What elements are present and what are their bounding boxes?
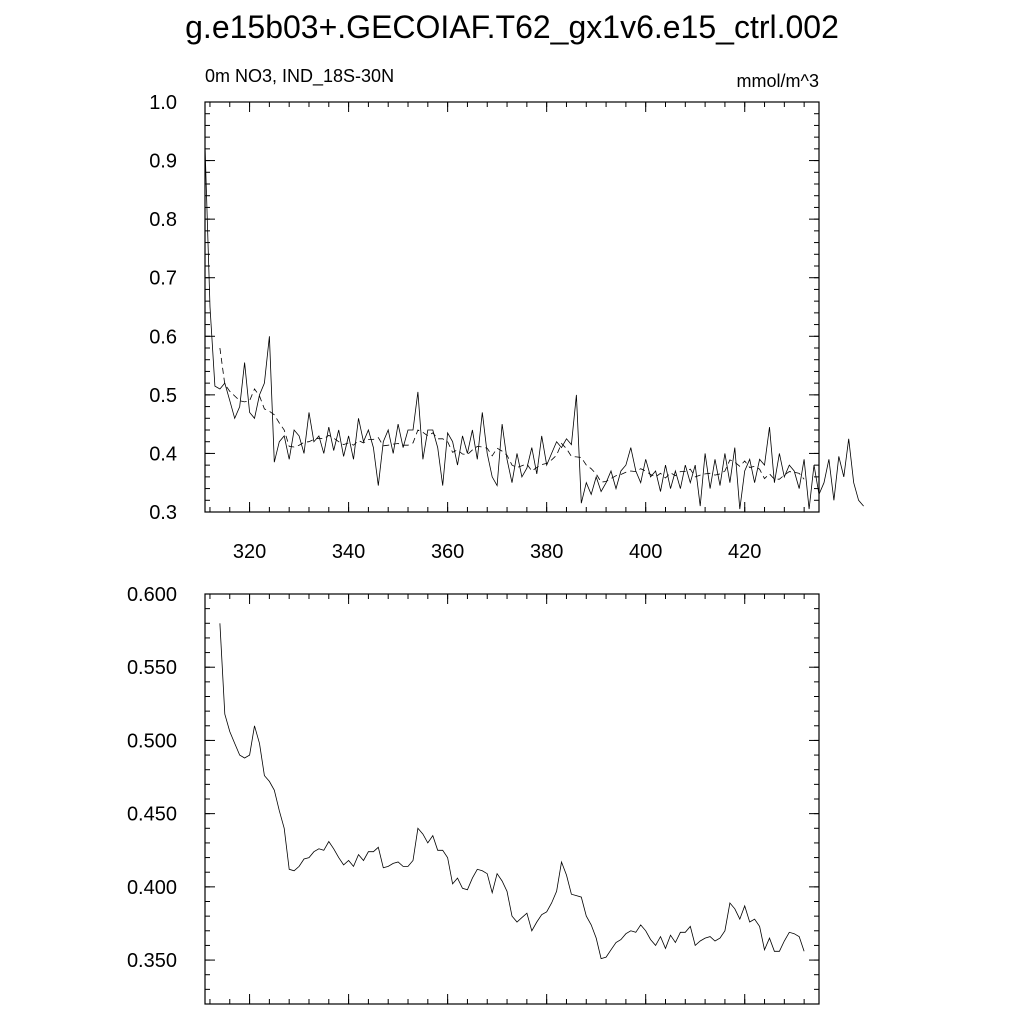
x-tick-label: 320 <box>233 541 266 563</box>
dashed-series-line <box>219 347 805 483</box>
y-tick-label: 0.550 <box>127 657 177 679</box>
x-tick-label: 400 <box>629 541 662 563</box>
top-panel: 0.3 0.4 0.5 0.6 0.7 0.8 0.9 1.0 320 340 360 380 400 4… <box>149 66 864 563</box>
plot-frame <box>204 101 820 513</box>
figure-title: g.e15b03+.GECOIAF.T62_gx1v6.e15_ctrl.002 <box>185 9 839 45</box>
x-tick-label: 340 <box>332 541 365 563</box>
y-tick-label: 0.8 <box>149 209 177 231</box>
y-tick-label: 0.4 <box>149 443 177 465</box>
y-tick-label: 0.5 <box>149 385 177 407</box>
solid-series-line <box>219 623 805 960</box>
y-tick-label: 0.500 <box>127 730 177 752</box>
x-tick-label: 420 <box>728 541 761 563</box>
plot-frame <box>204 593 820 1005</box>
y-tick-label: 0.450 <box>127 804 177 826</box>
y-tick-label: 0.7 <box>149 268 177 290</box>
panel-subtitle-right: mmol/m^3 <box>737 71 819 91</box>
y-tick-label: 0.6 <box>149 326 177 348</box>
x-tick-label: 360 <box>431 541 464 563</box>
y-tick-label: 1.0 <box>149 92 177 114</box>
x-tick-label: 380 <box>530 541 563 563</box>
panel-subtitle-left: 0m NO3, IND_18S-30N <box>205 66 394 87</box>
y-tick-label: 0.600 <box>127 584 177 606</box>
y-tick-label: 0.9 <box>149 151 177 173</box>
y-tick-label: 0.400 <box>127 877 177 899</box>
y-tick-label: 0.350 <box>127 950 177 972</box>
solid-series-line <box>204 145 864 510</box>
y-tick-label: 0.3 <box>149 502 177 524</box>
bottom-panel: 0.350 0.400 0.450 0.500 0.550 0.600 <box>127 584 820 1005</box>
